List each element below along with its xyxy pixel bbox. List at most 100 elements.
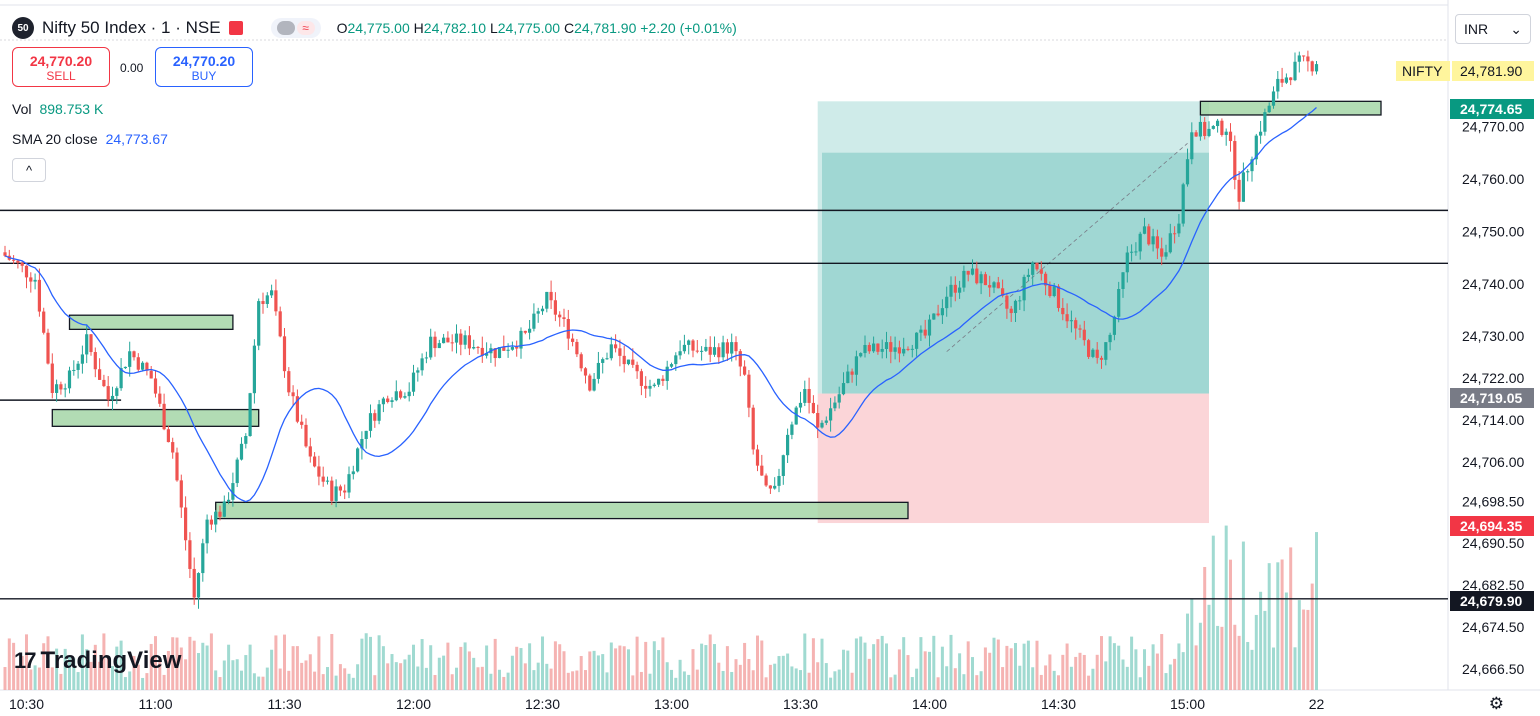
candle-body: [652, 384, 656, 386]
candle-body: [936, 313, 940, 316]
volume-bar: [953, 668, 957, 690]
volume-bar: [248, 644, 252, 690]
candle-body: [760, 465, 764, 476]
candle-body: [1061, 307, 1065, 315]
currency-select[interactable]: INR ⌄: [1455, 14, 1531, 44]
volume-bar: [308, 654, 312, 690]
volume-bar: [3, 667, 7, 690]
candle-body: [803, 388, 807, 403]
volume-bar: [1039, 674, 1043, 690]
candle-body: [106, 386, 110, 400]
volume-bar: [386, 663, 390, 690]
volume-bar: [975, 675, 979, 690]
candle-body: [463, 335, 467, 345]
sma-legend[interactable]: SMA 20 close 24,773.67: [12, 131, 168, 147]
volume-bar: [605, 672, 609, 690]
candle-body: [678, 351, 682, 356]
volume-bar: [661, 637, 665, 690]
volume-bar: [1074, 656, 1078, 690]
volume-bar: [80, 634, 84, 690]
candle-body: [1078, 328, 1082, 330]
candle-body: [927, 319, 932, 336]
volume-bar: [381, 646, 385, 690]
volume-bar: [803, 633, 807, 690]
candle-body: [184, 507, 188, 541]
candle-body: [906, 348, 910, 350]
volume-bar: [532, 670, 536, 690]
candle-body: [12, 259, 16, 261]
zone-rectangle: [51, 408, 260, 427]
candle-body: [786, 434, 790, 456]
volume-bar: [889, 677, 893, 690]
candle-body: [76, 363, 80, 370]
volume-bar: [1014, 643, 1017, 690]
volume-bar: [1057, 675, 1060, 690]
candle-body: [1125, 252, 1129, 273]
candle-body: [712, 347, 717, 355]
candle-body: [932, 313, 936, 320]
candle-body: [145, 362, 149, 371]
candle-body: [528, 328, 532, 333]
candle-body: [175, 452, 179, 481]
candle-body: [553, 300, 557, 315]
candle-body: [665, 366, 669, 381]
price-tick-label: 24,760.00: [1462, 171, 1524, 187]
volume-bar: [1259, 591, 1263, 690]
candle-body: [227, 499, 231, 502]
gear-icon[interactable]: ⚙: [1488, 694, 1504, 713]
volume-bar: [566, 672, 570, 690]
volume-legend[interactable]: Vol 898.753 K: [12, 101, 104, 117]
sell-button[interactable]: 24,770.20 SELL: [12, 47, 110, 87]
candle-body: [1198, 121, 1202, 137]
candle-body: [975, 268, 979, 284]
sma-20-line: [4, 107, 1317, 503]
candle-body: [781, 455, 785, 476]
collapse-legend-button[interactable]: ^: [12, 158, 46, 182]
volume-bar: [442, 655, 446, 690]
candle-body: [37, 279, 41, 312]
candle-body: [1018, 300, 1022, 302]
candle-body: [1160, 248, 1164, 257]
volume-bar: [1121, 659, 1125, 690]
volume-bar: [958, 653, 962, 690]
candle-body: [515, 347, 519, 349]
candle-body: [876, 343, 880, 352]
volume-bar: [498, 669, 501, 690]
volume-bar: [588, 651, 592, 690]
volume-bar: [188, 636, 192, 690]
volume-bar: [420, 639, 424, 690]
symbol-title[interactable]: Nifty 50 Index · 1 · NSE: [42, 18, 221, 37]
volume-bar: [596, 655, 600, 690]
candle-body: [794, 407, 798, 425]
volume-bar: [553, 641, 557, 690]
wave-icon[interactable]: ≈: [296, 21, 315, 35]
candle-body: [188, 540, 192, 569]
time-axis: 10:30 11:00 11:30 12:00 12:30 13:00 13:30 14:00…: [9, 696, 1325, 712]
volume-bar: [46, 636, 50, 690]
volume-bar: [635, 636, 639, 690]
candle-body: [605, 358, 609, 360]
volume-bar: [919, 637, 923, 690]
volume-bar: [837, 669, 841, 690]
candle-body: [635, 364, 639, 372]
candle-body: [1039, 269, 1043, 274]
candle-body: [1246, 171, 1250, 173]
indicator-toggle-pill[interactable]: ≈: [270, 18, 321, 38]
volume-bar: [1216, 625, 1220, 690]
candle-body: [704, 346, 708, 351]
volume-bar: [16, 667, 20, 690]
volume-bar: [571, 671, 575, 690]
candle-body: [46, 332, 50, 364]
buy-button[interactable]: 24,770.20 BUY: [155, 47, 253, 87]
candle-body: [674, 355, 678, 365]
candle-body: [179, 480, 183, 508]
chevron-up-icon: ^: [25, 163, 33, 178]
minus-icon[interactable]: [276, 21, 295, 35]
candle-body: [394, 391, 398, 401]
chevron-down-icon: ⌄: [1510, 21, 1522, 37]
flag-icon[interactable]: [228, 21, 243, 35]
volume-bar: [850, 672, 854, 690]
volume-bar: [799, 670, 802, 690]
volume-bar: [25, 634, 28, 690]
